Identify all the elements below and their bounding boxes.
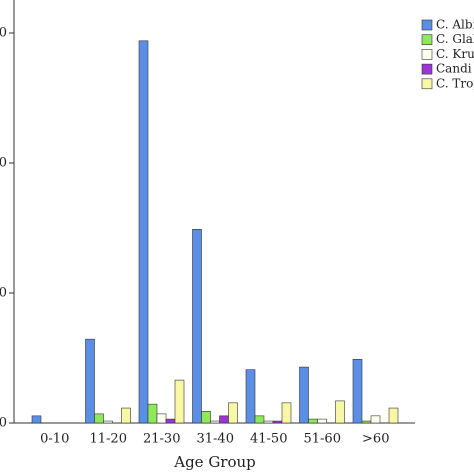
legend-label: Candi	[436, 62, 472, 76]
x-axis-title: Age Group	[173, 453, 256, 471]
x-tick-label: >60	[362, 432, 389, 447]
bar	[317, 418, 327, 424]
bar	[85, 338, 95, 424]
bar	[138, 40, 149, 424]
legend-label: C. Glab	[436, 32, 474, 46]
y-tick-label: 0	[0, 416, 7, 431]
bar	[272, 420, 283, 424]
legend-swatch	[421, 19, 433, 31]
legend-label: C. Albi	[436, 18, 474, 32]
x-tick-label: 51-60	[304, 432, 341, 447]
y-tick-label: 0	[0, 26, 7, 41]
x-tick-label: 21-30	[143, 432, 180, 447]
bar	[308, 418, 318, 424]
y-tick-label: 0	[0, 286, 7, 301]
bar	[103, 420, 113, 424]
bar	[192, 229, 202, 424]
x-tick-label: 41-50	[250, 432, 287, 447]
bar	[121, 407, 131, 424]
x-tick-label: 0-10	[40, 432, 69, 447]
bar	[281, 402, 292, 424]
bar	[147, 403, 158, 424]
legend-swatch	[421, 34, 433, 46]
y-tick-label: 0	[0, 156, 7, 171]
bar	[335, 400, 345, 424]
legend-label: C. Trop	[436, 76, 474, 90]
bar	[210, 420, 220, 424]
bar	[263, 420, 274, 424]
x-tick-label: 11-20	[90, 432, 127, 447]
bar	[361, 420, 372, 424]
bar	[94, 413, 104, 424]
bar	[370, 415, 381, 424]
bar	[299, 366, 309, 424]
bar	[174, 379, 185, 424]
bar	[254, 415, 265, 424]
bar	[165, 418, 176, 424]
bar	[245, 369, 256, 424]
x-tick-label: 31-40	[197, 432, 234, 447]
bar	[156, 413, 167, 424]
legend-swatch	[421, 49, 433, 60]
legend-swatch	[421, 63, 433, 75]
bar	[31, 415, 42, 424]
legend-swatch	[421, 78, 433, 90]
bar	[201, 410, 211, 424]
bar	[388, 407, 399, 424]
bar	[219, 415, 229, 424]
bar	[228, 402, 238, 424]
bar	[352, 358, 363, 424]
legend-label: C. Krus	[436, 47, 474, 61]
